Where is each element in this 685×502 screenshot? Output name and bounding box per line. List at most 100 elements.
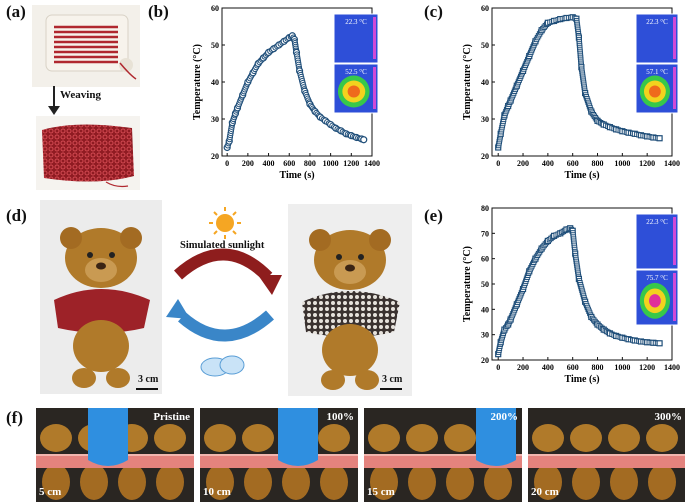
scale-bar-left [136, 388, 158, 390]
x-tick-label: 1400 [664, 363, 680, 372]
thermal-temp-label: 22.3 °C [646, 18, 668, 26]
length-label: 20 cm [531, 486, 559, 498]
thermal-temp-label: 57.1 °C [646, 68, 668, 76]
hot-zone-core [649, 294, 661, 308]
strain-label: 300% [654, 411, 683, 423]
color-scale-bar [673, 67, 676, 109]
x-tick-label: 1200 [639, 363, 655, 372]
bear-photo-left: 3 cm [40, 200, 162, 394]
x-tick-label: 1200 [343, 159, 359, 168]
hot-zone-core [347, 85, 360, 98]
data-point [360, 136, 368, 144]
panel-label-f: (f) [6, 408, 23, 427]
stretch-frame: 300% 20 cm [528, 408, 685, 502]
data-point [656, 135, 663, 142]
x-tick-label: 0 [496, 159, 500, 168]
thread-spool-photo [32, 5, 140, 87]
woven-fabric-illustration [42, 124, 134, 188]
thermal-inset [333, 13, 379, 64]
panel-label-e: (e) [424, 206, 443, 225]
stretch-frame: Pristine 5 cm [36, 408, 194, 502]
weaving-label: Weaving [60, 89, 101, 101]
thermal-inset [635, 213, 679, 270]
y-tick-label: 70 [481, 229, 489, 238]
panel-label-b: (b) [148, 2, 169, 21]
color-scale-bar [673, 17, 676, 59]
x-tick-label: 1000 [614, 159, 630, 168]
panel-label-d: (d) [6, 206, 27, 225]
color-scale-bar [673, 273, 676, 321]
chart-c: 0 200 400 600 800 1000 1200 1400 20 30 40 50 60 Time … [462, 4, 680, 181]
teddy-bear-white-cape-illustration [302, 229, 400, 390]
simulated-sunlight-label: Simulated sunlight [180, 240, 265, 251]
y-tick-label: 20 [481, 152, 489, 161]
y-tick-label: 30 [481, 115, 489, 124]
x-tick-label: 1400 [664, 159, 680, 168]
data-point [656, 340, 663, 347]
thread-spool-illustration [45, 14, 137, 80]
x-tick-label: 0 [225, 159, 229, 168]
thermal-temp-label: 52.5 °C [345, 68, 367, 76]
x-tick-label: 400 [542, 363, 554, 372]
blue-arrow-icon [178, 310, 274, 342]
y-tick-label: 60 [211, 4, 219, 13]
x-tick-label: 600 [567, 363, 579, 372]
y-tick-label: 60 [481, 4, 489, 13]
x-tick-label: 800 [304, 159, 316, 168]
woven-fabric-photo [36, 116, 140, 190]
strain-label: Pristine [153, 411, 190, 423]
x-tick-label: 200 [242, 159, 254, 168]
x-tick-label: 400 [263, 159, 275, 168]
x-tick-label: 800 [592, 363, 604, 372]
y-axis-label: Temperature (°C) [462, 246, 473, 322]
panel-label-a: (a) [6, 2, 26, 21]
x-tick-label: 600 [283, 159, 295, 168]
x-tick-label: 1200 [639, 159, 655, 168]
down-arrow-icon [48, 106, 60, 115]
panel-label-c: (c) [424, 2, 443, 21]
cycle-arrows [166, 207, 282, 377]
y-tick-label: 40 [211, 78, 219, 87]
y-tick-label: 20 [211, 152, 219, 161]
strain-label: 100% [326, 411, 355, 423]
color-scale-bar [373, 17, 376, 59]
thermal-temp-label: 22.3 °C [646, 218, 668, 226]
thermal-temp-label: 22.3 °C [345, 18, 367, 26]
stretch-frame: 100% 10 cm [200, 408, 358, 502]
y-axis-label: Temperature (°C) [192, 44, 203, 120]
length-label: 5 cm [39, 486, 62, 498]
weaving-arrow-shaft [53, 86, 55, 110]
x-axis-label: Time (s) [564, 374, 599, 385]
y-tick-label: 50 [481, 280, 489, 289]
thermal-temp-label: 75.7 °C [646, 274, 668, 282]
sun-icon [209, 207, 241, 239]
y-tick-label: 40 [481, 305, 489, 314]
bears-with-band-illustration [528, 424, 685, 500]
bear-photo-right: 3 cm [288, 204, 412, 396]
y-tick-label: 20 [481, 356, 489, 365]
x-axis-label: Time (s) [564, 170, 599, 181]
scale-bar-right [380, 388, 402, 390]
scale-label-right: 3 cm [382, 374, 403, 385]
x-tick-label: 200 [517, 159, 529, 168]
teddy-bear-red-cape-illustration [54, 227, 150, 388]
x-tick-label: 600 [567, 159, 579, 168]
bears-with-band-illustration [36, 408, 194, 500]
chart-b: 0 200 400 600 800 1000 1200 1400 20 30 40 50 60 Time … [192, 4, 380, 181]
scale-label-left: 3 cm [138, 374, 159, 385]
x-tick-label: 1400 [364, 159, 380, 168]
red-arrow-icon [174, 248, 273, 282]
strain-label: 200% [490, 411, 519, 423]
x-tick-label: 200 [517, 363, 529, 372]
y-tick-label: 60 [481, 255, 489, 264]
thermal-inset [635, 13, 679, 64]
chart-e: 0 200 400 600 800 1000 1200 1400 20 30 40 50 60 70 80 T… [462, 204, 680, 385]
hot-zone-core [649, 85, 661, 98]
y-axis-label: Temperature (°C) [462, 44, 473, 120]
bears-with-band-illustration [364, 408, 522, 500]
color-scale-bar [373, 67, 376, 109]
x-tick-label: 1000 [323, 159, 339, 168]
bears-with-band-illustration [200, 408, 358, 500]
x-axis-label: Time (s) [279, 170, 314, 181]
y-tick-label: 30 [211, 115, 219, 124]
